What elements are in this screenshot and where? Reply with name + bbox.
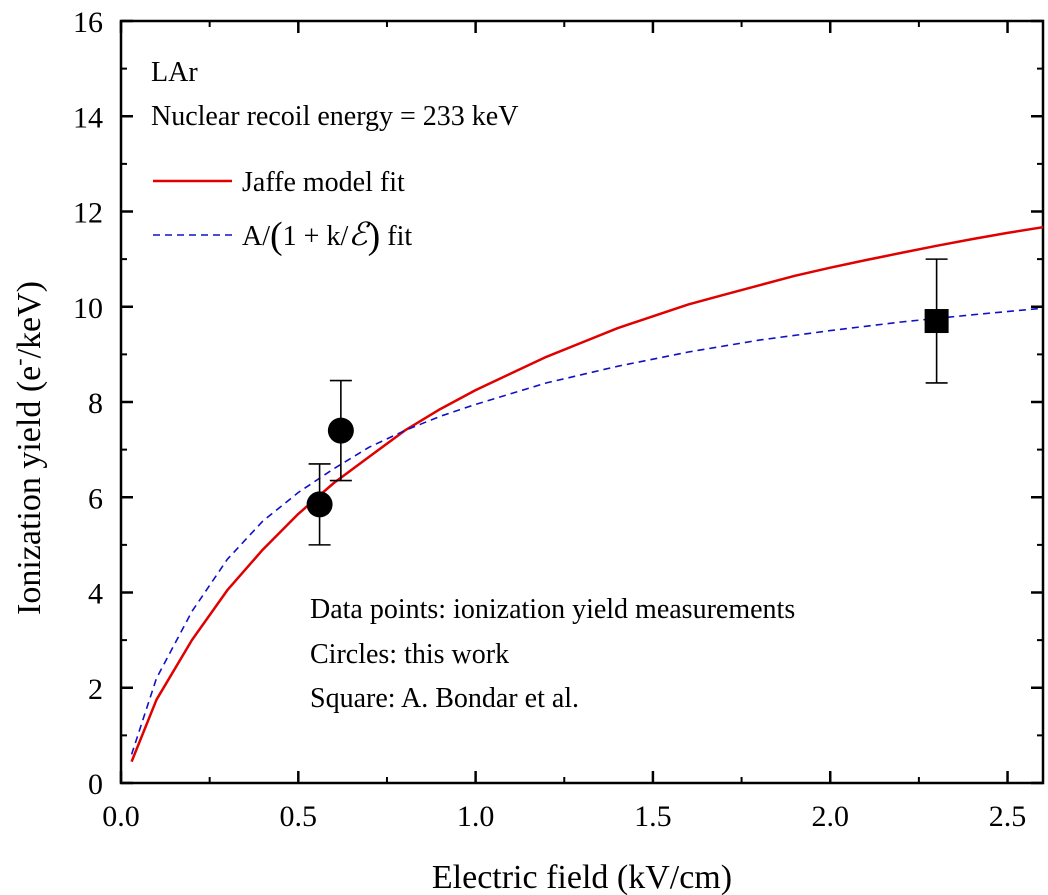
- x-tick-label: 2.5: [989, 800, 1027, 833]
- annotation-recoil-energy: Nuclear recoil energy = 233 keV: [151, 101, 518, 132]
- data-point-circle: [327, 417, 354, 444]
- x-axis-title: Electric field (kV/cm): [432, 859, 732, 895]
- x-tick-label: 1.5: [634, 800, 672, 833]
- y-tick-label: 0: [88, 768, 103, 801]
- axis-ticks: [119, 19, 1043, 785]
- annotation-square: Square: A. Bondar et al.: [310, 683, 579, 714]
- legend-label-jaffe: Jaffe model fit: [242, 167, 405, 198]
- jaffe-fit-curve: [130, 225, 1044, 763]
- plot-frame: [119, 19, 1045, 785]
- data-point-circle: [306, 491, 333, 518]
- plot-area: [119, 19, 1045, 785]
- fit-curves: [130, 225, 1044, 763]
- y-tick-label: 10: [73, 292, 103, 325]
- legend: Jaffe model fit A/(1 + k/ℰ) fit: [153, 167, 412, 257]
- x-tick-label: 1.0: [457, 800, 495, 833]
- data-points: [306, 258, 949, 546]
- annotation-circles: Circles: this work: [310, 639, 509, 670]
- legend-label-ak: A/(1 + k/ℰ) fit: [242, 215, 412, 257]
- x-tick-label: 2.0: [811, 800, 849, 833]
- ak-fit-curve: [130, 307, 1044, 755]
- y-axis-title-main: Ionization yield (e: [11, 366, 48, 615]
- y-tick-label: 12: [73, 197, 103, 230]
- data-point-square: [924, 309, 949, 334]
- x-tick-label: 0.0: [102, 800, 140, 833]
- x-tick-label: 0.5: [280, 800, 318, 833]
- y-axis-title-tail: /keV): [11, 281, 48, 358]
- annotation-data-points: Data points: ionization yield measuremen…: [310, 594, 795, 625]
- y-tick-label: 8: [88, 387, 103, 420]
- annotation-material: LAr: [151, 57, 198, 88]
- y-tick-label: 16: [73, 6, 103, 39]
- y-tick-label: 4: [88, 578, 103, 611]
- y-axis-title: Ionization yield (e-/keV): [6, 281, 48, 615]
- y-tick-label: 14: [73, 101, 103, 134]
- y-axis-title-superscript: -: [6, 358, 31, 365]
- y-tick-label: 2: [88, 673, 103, 706]
- tick-labels: 0.0 0.5 1.0 1.5 2.0 2.5 0 2 4 6 8 10 12 14 16: [73, 6, 1026, 833]
- y-tick-label: 6: [88, 482, 103, 515]
